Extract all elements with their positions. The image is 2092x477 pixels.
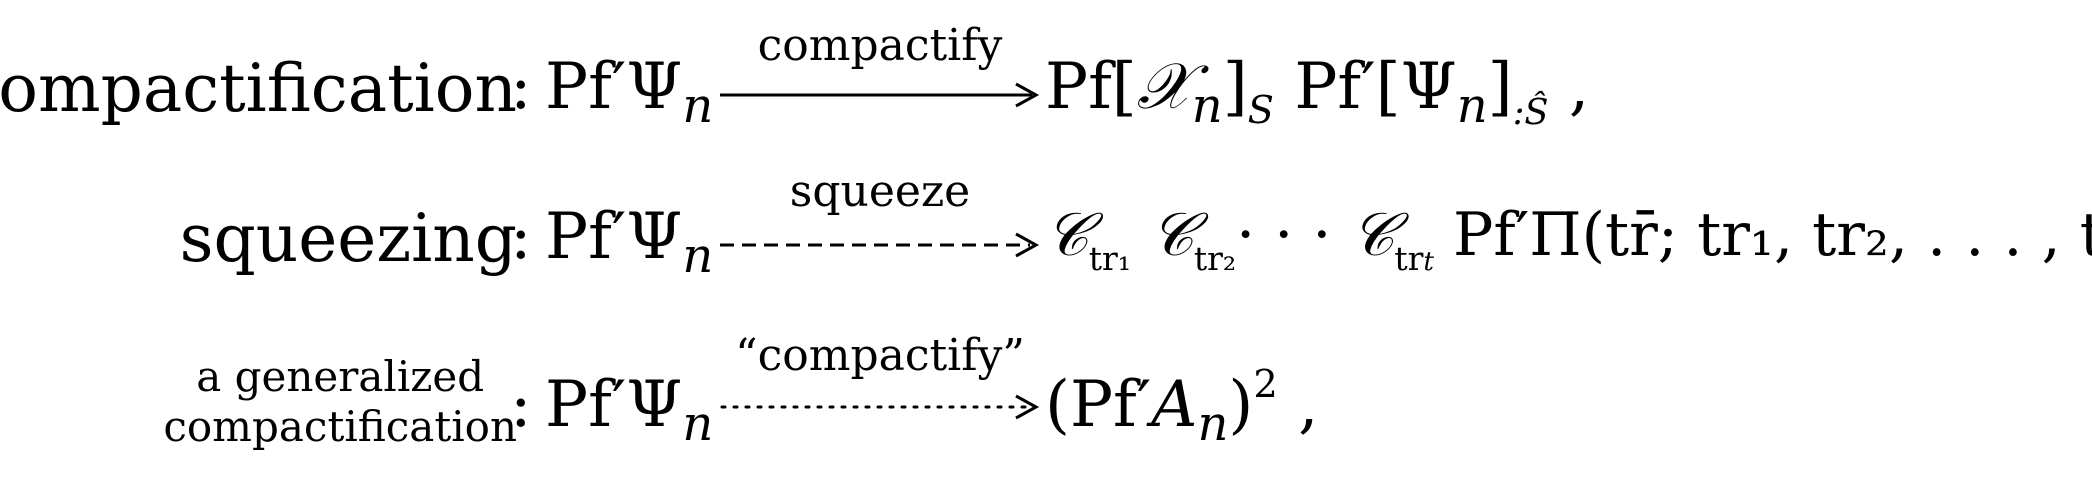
rhs-expression: (Pf′An)2 ,	[1045, 362, 1319, 453]
rhs-expression: 𝒞tr₁ 𝒞tr₂· · · 𝒞trt Pf′Π(tr̄; tr₁, tr₂, …	[1045, 200, 2092, 278]
row-generalized-compactification: a generalized compactification : Pf′Ψn “…	[0, 320, 2092, 477]
arrow-generalized: “compactify”	[720, 330, 1040, 440]
solid-arrow-icon	[720, 82, 1040, 108]
lhs-expression: Pf′Ψn	[545, 50, 714, 135]
row-squeezing: squeezing : Pf′Ψn squeeze 𝒞tr₁ 𝒞tr₂· · ·…	[0, 166, 2092, 310]
row-label: squeezing	[179, 200, 517, 277]
dashed-arrow-icon	[720, 232, 1040, 258]
lhs-expression: Pf′Ψn	[545, 368, 714, 453]
arrow-compactify: compactify	[720, 20, 1040, 130]
row-label-line2: compactification	[163, 402, 517, 451]
row-label: a generalized compactification	[163, 352, 517, 452]
arrow-squeeze: squeeze	[720, 166, 1040, 280]
colon: :	[510, 200, 532, 274]
row-label: compactification	[0, 50, 517, 127]
rhs-expression: Pf[𝒳n]S Pf′[Ψn]:Ŝ ,	[1045, 50, 1590, 135]
arrow-label: squeeze	[789, 166, 971, 217]
row-compactification: compactification : Pf′Ψn compactify Pf[𝒳…	[0, 20, 2092, 160]
arrow-label: compactify	[757, 20, 1003, 71]
colon: :	[510, 50, 532, 124]
lhs-expression: Pf′Ψn	[545, 200, 714, 285]
colon: :	[510, 368, 532, 442]
dotted-arrow-icon	[720, 394, 1040, 420]
row-label-line1: a generalized	[196, 352, 485, 401]
arrow-label: “compactify”	[735, 330, 1025, 381]
